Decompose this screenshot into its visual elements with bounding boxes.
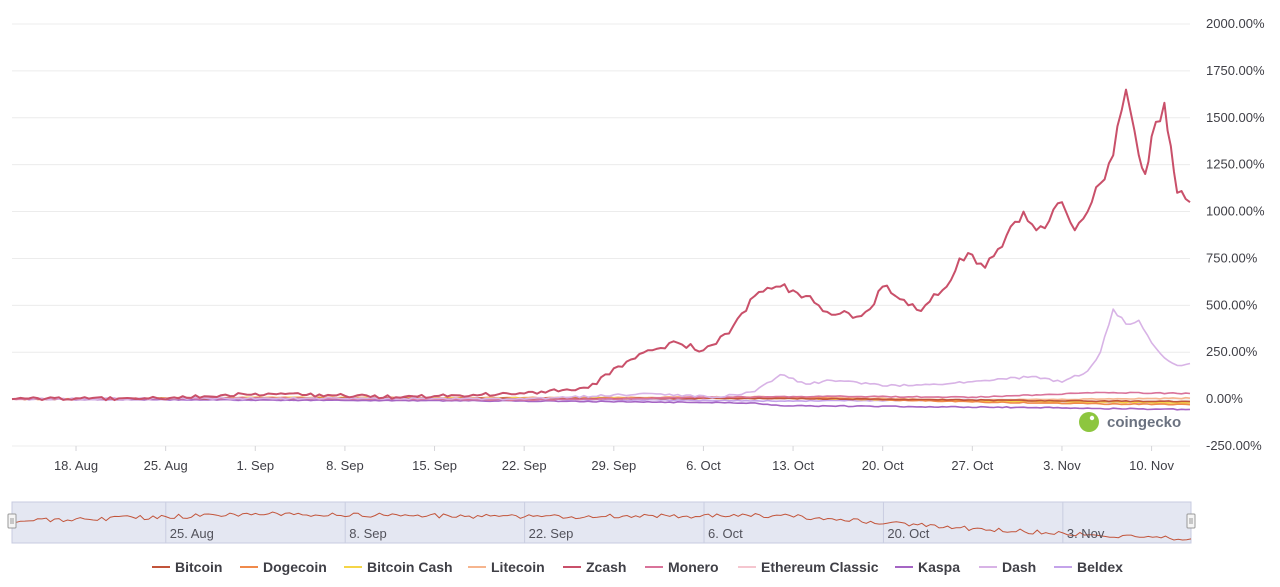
x-tick-label: 18. Aug [54,458,98,473]
x-tick-label: 29. Sep [591,458,636,473]
legend-item-kaspa[interactable]: Kaspa [918,559,960,575]
y-tick-label: 1750.00% [1206,63,1265,78]
brand-name: coingecko [1107,414,1181,431]
x-tick-label: 1. Sep [236,458,274,473]
grid-lines [12,23,1190,447]
x-tick-label: 15. Sep [412,458,457,473]
legend-item-ethereum-classic[interactable]: Ethereum Classic [761,559,879,575]
x-tick-label: 20. Oct [862,458,904,473]
y-tick-label: 1500.00% [1206,110,1265,125]
legend-item-zcash[interactable]: Zcash [586,559,626,575]
legend-item-monero[interactable]: Monero [668,559,719,575]
y-tick-label: 250.00% [1206,344,1258,359]
series-line-zcash [11,88,1191,402]
y-axis-ticks: 2000.00% 1750.00% 1500.00% 1250.00% 1000.00%… [1206,16,1265,453]
gecko-eye-icon [1089,415,1095,421]
x-tick-label: 6. Oct [686,458,721,473]
legend: Bitcoin Dogecoin Bitcoin Cash Litecoin Zcash… [152,559,1123,575]
coingecko-logo: coingecko [1079,412,1181,432]
navigator-right-handle[interactable] [1186,513,1196,529]
navigator-series-line [11,511,1192,541]
navigator-track[interactable] [11,501,1192,544]
y-tick-label: 2000.00% [1206,16,1265,31]
x-tick-label: 25. Aug [144,458,188,473]
y-tick-label: 500.00% [1206,297,1258,312]
legend-item-bitcoin-cash[interactable]: Bitcoin Cash [367,559,453,575]
navigator-labels: 25. Aug 8. Sep 22. Sep 6. Oct 20. Oct 3. Nov [170,526,1105,541]
series-line-kaspa [12,398,1191,411]
x-tick-label: 13. Oct [772,458,814,473]
y-tick-label: 1000.00% [1206,204,1265,219]
x-tick-label: 27. Oct [951,458,993,473]
navigator-label: 6. Oct [708,526,743,541]
y-tick-label: -250.00% [1206,438,1262,453]
navigator-grid [165,502,1064,543]
legend-item-dash[interactable]: Dash [1002,559,1036,575]
navigator-label: 8. Sep [349,526,387,541]
navigator-label: 22. Sep [529,526,574,541]
navigator-label: 3. Nov [1067,526,1105,541]
legend-item-dogecoin[interactable]: Dogecoin [263,559,327,575]
y-tick-label: 750.00% [1206,250,1258,265]
series-line-dash [11,308,1191,401]
gecko-icon [1079,412,1099,432]
legend-item-litecoin[interactable]: Litecoin [491,559,545,575]
legend-item-beldex[interactable]: Beldex [1077,559,1123,575]
x-tick-label: 8. Sep [326,458,364,473]
x-tick-label: 22. Sep [502,458,547,473]
navigator-label: 25. Aug [170,526,214,541]
range-navigator[interactable]: 25. Aug 8. Sep 22. Sep 6. Oct 20. Oct 3. Nov [7,501,1196,544]
navigator-label: 20. Oct [887,526,929,541]
y-tick-label: 1250.00% [1206,157,1265,172]
x-tick-label: 10. Nov [1129,458,1174,473]
series-lines [11,88,1191,411]
x-axis-ticks: 18. Aug 25. Aug 1. Sep 8. Sep 15. Sep 22. Sep… [54,446,1174,473]
x-tick-label: 3. Nov [1043,458,1081,473]
navigator-left-handle[interactable] [7,513,17,529]
y-tick-label: 0.00% [1206,391,1243,406]
legend-item-bitcoin[interactable]: Bitcoin [175,559,222,575]
